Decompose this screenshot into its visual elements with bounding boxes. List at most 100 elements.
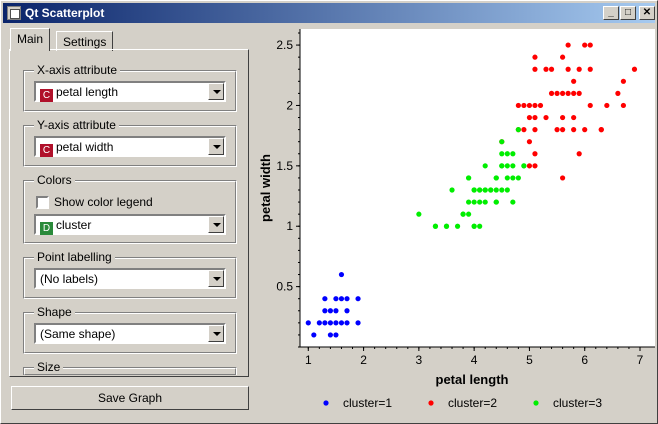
shape-group: Shape (Same shape)	[23, 305, 237, 354]
show-color-legend-checkbox[interactable]	[36, 196, 49, 209]
data-point	[482, 199, 488, 205]
data-point	[454, 223, 461, 229]
minimize-button[interactable]: _	[603, 6, 619, 20]
data-point	[631, 66, 638, 72]
data-point	[560, 114, 566, 121]
chevron-down-icon[interactable]	[208, 138, 224, 155]
x-axis-title: petal length	[436, 372, 509, 387]
data-point	[477, 187, 483, 193]
point-labelling-group: Point labelling (No labels)	[23, 250, 237, 299]
data-point	[493, 199, 499, 205]
data-point	[355, 296, 361, 302]
data-point	[543, 114, 549, 121]
x-tick-label: 2	[360, 353, 367, 367]
discrete-badge-icon: D	[40, 222, 53, 235]
data-point	[338, 271, 345, 278]
data-point	[504, 175, 510, 181]
title-bar[interactable]: Qt Scatterplot _ □ ✕	[3, 3, 655, 23]
data-point	[526, 163, 533, 169]
data-point	[510, 151, 516, 157]
data-point	[316, 320, 322, 326]
data-point	[333, 296, 339, 302]
data-point	[305, 320, 311, 326]
data-point	[576, 66, 582, 72]
maximize-button[interactable]: □	[620, 6, 636, 20]
data-point	[571, 127, 577, 133]
data-point	[482, 187, 488, 193]
data-point	[499, 139, 505, 145]
data-point	[510, 163, 516, 169]
data-point	[620, 78, 627, 84]
data-point	[548, 66, 555, 72]
data-point	[537, 102, 544, 109]
data-point	[466, 175, 472, 181]
y-tick-label: 1.5	[276, 159, 293, 173]
data-point	[587, 66, 593, 72]
x-tick-label: 1	[305, 353, 312, 367]
data-point	[526, 102, 533, 109]
data-point	[355, 320, 361, 326]
point-labelling-select[interactable]: (No labels)	[34, 268, 226, 289]
x-tick-label: 4	[471, 353, 478, 367]
x-tick-label: 6	[581, 353, 588, 367]
y-axis-title: petal width	[259, 154, 273, 222]
data-point	[532, 127, 538, 133]
data-point	[532, 54, 538, 60]
y-tick-label: 2	[286, 98, 293, 112]
data-point	[443, 223, 450, 229]
data-point	[338, 320, 345, 326]
show-color-legend-label[interactable]: Show color legend	[54, 195, 153, 209]
data-point	[471, 223, 477, 229]
data-point	[344, 308, 350, 314]
chevron-down-icon[interactable]	[208, 325, 224, 342]
tab-main[interactable]: Main	[10, 28, 51, 51]
chevron-down-icon[interactable]	[208, 216, 224, 233]
data-point	[526, 139, 533, 145]
data-point	[482, 163, 488, 169]
legend-marker	[323, 400, 329, 406]
point-labelling-value: (No labels)	[40, 272, 99, 286]
colors-label: Colors	[34, 173, 75, 187]
scatterplot-area[interactable]: 0.5 1 1.5 2 2.5 1 2 3 4 5 6 7 petal length petal widt…	[258, 29, 655, 421]
x-axis-value: petal length	[56, 85, 119, 99]
tab-settings[interactable]: Settings	[56, 31, 114, 51]
data-point	[565, 66, 571, 72]
data-point	[333, 308, 339, 314]
data-point	[322, 320, 328, 326]
data-point	[504, 163, 510, 169]
y-tick-label: 0.5	[276, 280, 293, 294]
data-point	[571, 90, 577, 96]
shape-select[interactable]: (Same shape)	[34, 323, 226, 344]
close-button[interactable]: ✕	[639, 6, 655, 20]
data-point	[560, 175, 566, 181]
data-point	[532, 114, 538, 121]
legend-marker	[428, 400, 434, 406]
x-tick-label: 3	[416, 353, 423, 367]
chevron-down-icon[interactable]	[208, 83, 224, 100]
y-tick-label: 1	[286, 219, 293, 233]
data-point	[333, 332, 339, 338]
data-point	[344, 296, 350, 302]
data-point	[560, 127, 566, 133]
data-point	[338, 296, 345, 302]
data-point	[560, 54, 566, 60]
data-point	[333, 320, 339, 326]
y-axis-label: Y-axis attribute	[34, 118, 119, 132]
data-point	[532, 66, 538, 72]
data-point	[554, 90, 560, 96]
save-graph-button[interactable]: Save Graph	[11, 386, 249, 410]
data-point	[515, 175, 521, 181]
data-point	[471, 199, 477, 205]
data-point	[526, 114, 533, 121]
data-point	[460, 211, 466, 217]
data-point	[532, 163, 538, 169]
data-point	[587, 42, 593, 48]
data-point	[488, 187, 494, 193]
data-point	[449, 187, 455, 193]
chevron-down-icon[interactable]	[208, 270, 224, 287]
